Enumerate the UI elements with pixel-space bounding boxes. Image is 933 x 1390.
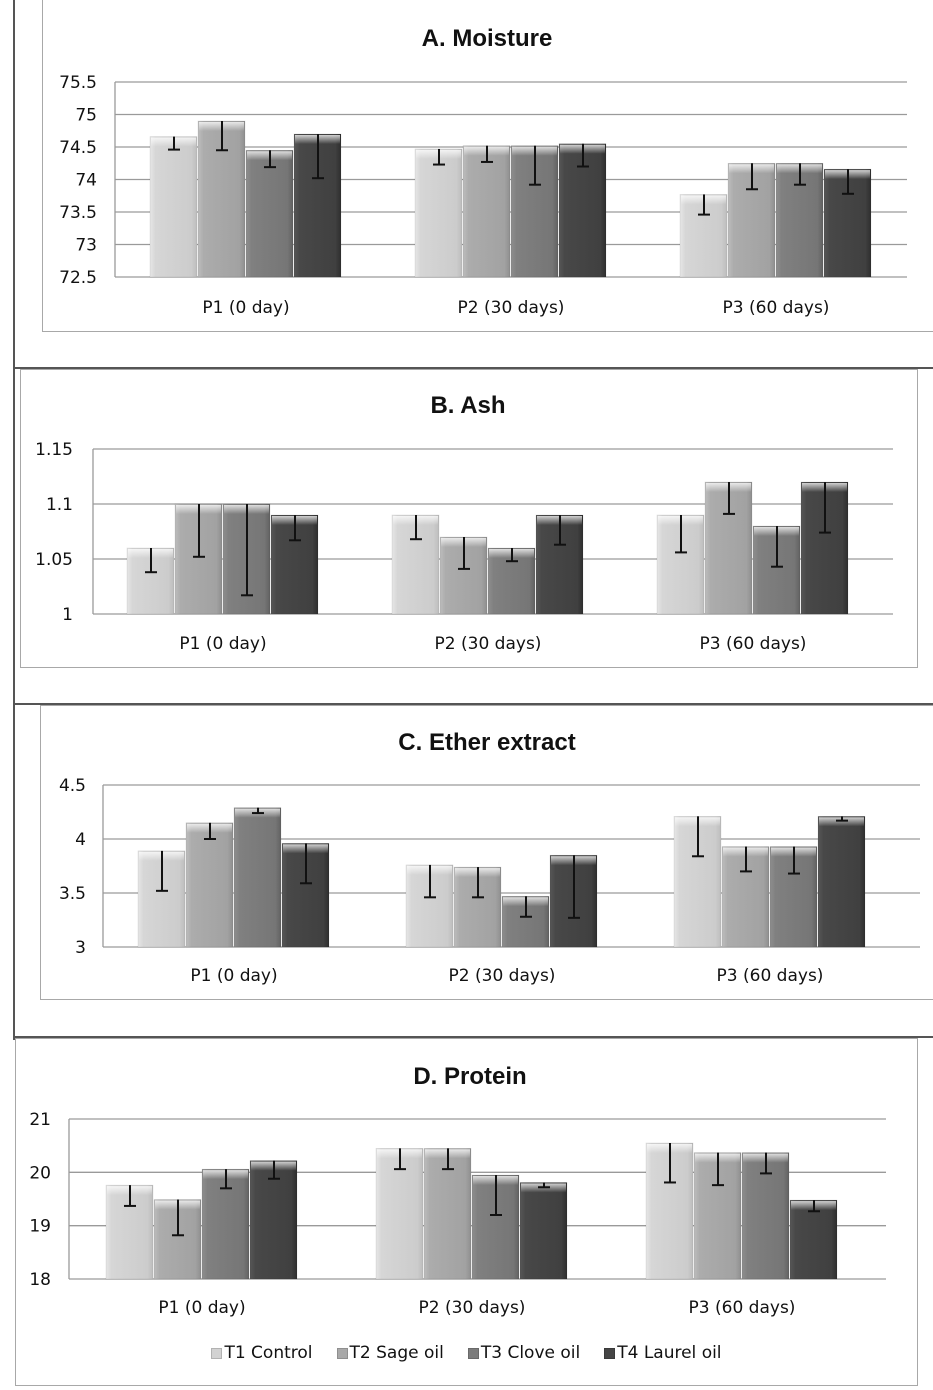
bar-ether-p1-t3 [233, 807, 282, 948]
y-tick-label: 4.5 [59, 776, 86, 796]
y-tick-label: 1.15 [35, 440, 73, 460]
legend-swatch-t1 [211, 1347, 223, 1359]
y-tick-label: 19 [29, 1217, 51, 1237]
separator-3 [13, 1036, 933, 1038]
legend-item-t3: T3 Clove oil [467, 1340, 581, 1366]
legend-swatch-t3 [467, 1347, 479, 1359]
y-tick-label: 74.5 [59, 138, 97, 158]
y-tick-label: 73.5 [59, 203, 97, 223]
bar-protein-p3-t4 [789, 1199, 838, 1280]
y-tick-label: 75.5 [59, 73, 97, 93]
x-category-label: P3 (60 days) [717, 966, 824, 986]
chart-title-protein: D. Protein [413, 1063, 526, 1090]
bar-protein-p2-t4 [519, 1182, 568, 1280]
y-tick-label: 3 [75, 938, 86, 958]
x-category-label: P2 (30 days) [458, 298, 565, 318]
bar-ash-p3-t3 [752, 525, 801, 615]
chart-panel-ash [20, 369, 918, 668]
chart-title-moisture: A. Moisture [422, 25, 553, 52]
x-category-label: P1 (0 day) [179, 634, 266, 654]
separator-2 [13, 703, 933, 705]
legend-label-t3: T3 Clove oil [480, 1343, 581, 1363]
bar-moisture-p2-t1 [414, 148, 463, 278]
x-category-label: P1 (0 day) [190, 966, 277, 986]
x-category-label: P3 (60 days) [700, 634, 807, 654]
bar-ether-p1-t2 [185, 822, 234, 948]
y-tick-label: 72.5 [59, 268, 97, 288]
legend-swatch-t2 [336, 1347, 348, 1359]
x-category-label: P2 (30 days) [435, 634, 542, 654]
y-tick-label: 75 [75, 106, 97, 126]
x-category-label: P3 (60 days) [689, 1298, 796, 1318]
y-tick-label: 21 [29, 1110, 51, 1130]
bar-moisture-p1-t1 [149, 136, 198, 278]
y-tick-label: 20 [29, 1163, 51, 1183]
y-tick-label: 73 [75, 236, 97, 256]
y-tick-label: 3.5 [59, 884, 86, 904]
bar-moisture-p2-t2 [462, 145, 511, 278]
legend-label-t2: T2 Sage oil [349, 1343, 444, 1363]
y-tick-label: 1 [62, 605, 73, 625]
y-tick-label: 4 [75, 830, 86, 850]
legend-item-t1: T1 Control [211, 1340, 313, 1366]
x-category-label: P3 (60 days) [723, 298, 830, 318]
x-category-label: P2 (30 days) [449, 966, 556, 986]
bar-ether-p3-t4 [817, 816, 866, 948]
y-tick-label: 1.1 [46, 495, 73, 515]
legend: T1 Control T2 Sage oil T3 Clove oil T4 L… [0, 1340, 933, 1366]
outer-frame-left [13, 0, 15, 1040]
x-category-label: P1 (0 day) [158, 1298, 245, 1318]
legend-swatch-t4 [604, 1347, 616, 1359]
legend-item-t2: T2 Sage oil [336, 1340, 444, 1366]
legend-label-t4: T4 Laurel oil [617, 1343, 722, 1363]
y-tick-label: 1.05 [35, 550, 73, 570]
bar-bevel [819, 817, 864, 827]
chart-title-ether: C. Ether extract [398, 729, 575, 756]
legend-label-t1: T1 Control [224, 1343, 313, 1363]
y-tick-label: 74 [75, 171, 97, 191]
bar-protein-p1-t4 [249, 1160, 298, 1280]
legend-item-t4: T4 Laurel oil [604, 1340, 722, 1366]
separator-1 [13, 367, 933, 369]
x-category-label: P1 (0 day) [202, 298, 289, 318]
x-category-label: P2 (30 days) [419, 1298, 526, 1318]
bar-moisture-p1-t3 [245, 149, 294, 278]
chart-title-ash: B. Ash [430, 392, 505, 419]
y-tick-label: 18 [29, 1270, 51, 1290]
